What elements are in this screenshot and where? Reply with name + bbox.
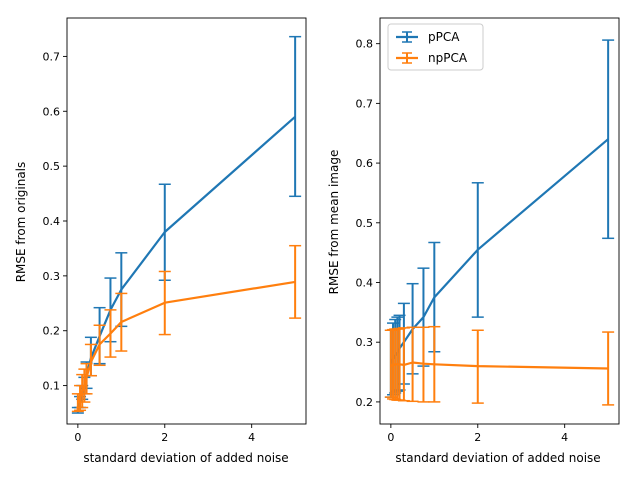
left-y-tick-label: 0.6 — [43, 105, 61, 118]
right-y-tick-label: 0.7 — [356, 97, 374, 110]
left-line-npPCA — [76, 280, 296, 403]
legend-label-npPCA: npPCA — [428, 51, 468, 65]
right-y-tick-label: 0.2 — [356, 396, 374, 409]
left-x-axis-label: standard deviation of added noise — [83, 451, 288, 465]
left-x-tick-label: 0 — [74, 431, 81, 444]
right-y-axis-label: RMSE from mean image — [327, 150, 341, 295]
legend-label-pPCA: pPCA — [428, 30, 460, 44]
left-y-tick-label: 0.3 — [43, 270, 61, 283]
right-legend: pPCA npPCA — [387, 23, 484, 71]
right-x-tick-label: 0 — [387, 431, 394, 444]
right-y-tick-label: 0.5 — [356, 217, 374, 230]
left-y-tick-label: 0.7 — [43, 50, 61, 63]
left-y-tick-label: 0.5 — [43, 160, 61, 173]
left-y-tick-label: 0.2 — [43, 325, 61, 338]
left-y-tick-label: 0.1 — [43, 380, 61, 393]
right-y-tick-label: 0.8 — [356, 38, 374, 51]
right-x-tick-label: 2 — [474, 431, 481, 444]
right-axes-frame — [379, 17, 620, 425]
left-y-tick-label: 0.4 — [43, 215, 61, 228]
right-y-tick-label: 0.3 — [356, 336, 374, 349]
right-series-npPCA — [384, 325, 615, 406]
right-y-tick-label: 0.4 — [356, 276, 374, 289]
left-y-axis-label: RMSE from originals — [14, 162, 28, 283]
right-x-tick-label: 4 — [561, 431, 568, 444]
right-x-axis-label: standard deviation of added noise — [395, 451, 600, 465]
right-y-tick-label: 0.6 — [356, 157, 374, 170]
right-line-npPCA — [390, 361, 609, 370]
right-panel: standard deviation of added noise RMSE f… — [327, 17, 620, 465]
left-x-tick-label: 2 — [161, 431, 168, 444]
left-x-tick-label: 4 — [248, 431, 255, 444]
left-series-npPCA — [71, 244, 302, 413]
left-panel: standard deviation of added noise RMSE f… — [14, 17, 307, 465]
